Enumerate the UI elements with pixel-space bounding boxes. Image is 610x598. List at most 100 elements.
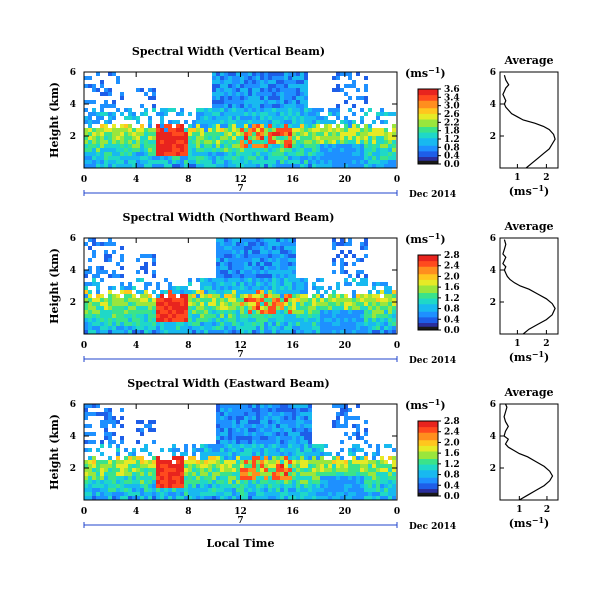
heatmap-cell: [200, 330, 204, 334]
heatmap-cell: [368, 492, 372, 496]
heatmap-cell: [344, 120, 348, 124]
heatmap-cell: [188, 492, 192, 496]
heatmap-cell: [280, 468, 284, 472]
heatmap-cell: [280, 428, 284, 432]
heatmap-cell: [320, 488, 324, 492]
heatmap-cell: [352, 492, 356, 496]
heatmap-cell: [304, 448, 308, 452]
heatmap-cell: [244, 128, 248, 132]
heatmap-cell: [272, 262, 276, 266]
heatmap-cell: [268, 330, 272, 334]
heatmap-cell: [88, 456, 92, 460]
heatmap-cell: [92, 310, 96, 314]
heatmap-cell: [176, 302, 180, 306]
heatmap-cell: [392, 330, 396, 334]
heatmap-cell: [332, 294, 336, 298]
heatmap-cell: [164, 156, 168, 160]
x-tick-label: 16: [286, 341, 299, 351]
heatmap-cell: [340, 492, 344, 496]
heatmap-cell: [216, 432, 220, 436]
heatmap-cell: [388, 148, 392, 152]
heatmap-cell: [112, 116, 116, 120]
heatmap-cell: [140, 128, 144, 132]
heatmap-cell: [188, 480, 192, 484]
heatmap-cell: [152, 258, 156, 262]
heatmap-cell: [316, 480, 320, 484]
heatmap-cell: [300, 432, 304, 436]
heatmap-cell: [252, 412, 256, 416]
heatmap-cell: [296, 432, 300, 436]
heatmap-cell: [272, 420, 276, 424]
heatmap-cell: [152, 306, 156, 310]
heatmap-cell: [344, 140, 348, 144]
heatmap-cell: [188, 302, 192, 306]
heatmap-cell: [240, 96, 244, 100]
colorbar-tick-label: 2.2: [444, 118, 460, 128]
heatmap-cell: [220, 164, 224, 168]
heatmap-cell: [236, 460, 240, 464]
heatmap-cell: [116, 330, 120, 334]
heatmap-cell: [208, 282, 212, 286]
heatmap-cell: [88, 120, 92, 124]
heatmap-cell: [348, 152, 352, 156]
heatmap-cell: [260, 242, 264, 246]
heatmap-cell: [268, 84, 272, 88]
heatmap-cell: [288, 464, 292, 468]
heatmap-cell: [268, 452, 272, 456]
colorbar-tick-label: 3.0: [444, 102, 460, 112]
colorbar-tick-label: 3.6: [444, 85, 460, 95]
heatmap-cell: [308, 452, 312, 456]
heatmap-cell: [284, 440, 288, 444]
heatmap-cell: [276, 128, 280, 132]
heatmap-cell: [360, 140, 364, 144]
heatmap-cell: [288, 116, 292, 120]
heatmap-cell: [168, 136, 172, 140]
heatmap-cell: [252, 496, 256, 500]
heatmap-cell: [308, 460, 312, 464]
heatmap-cell: [252, 80, 256, 84]
heatmap-cell: [384, 112, 388, 116]
heatmap-cell: [96, 468, 100, 472]
heatmap-cell: [184, 302, 188, 306]
heatmap-cell: [216, 148, 220, 152]
heatmap-cell: [336, 314, 340, 318]
heatmap-cell: [248, 306, 252, 310]
heatmap-cell: [220, 416, 224, 420]
heatmap-cell: [224, 246, 228, 250]
heatmap-cell: [124, 144, 128, 148]
heatmap-cell: [312, 492, 316, 496]
heatmap-cell: [272, 160, 276, 164]
heatmap-cell: [360, 448, 364, 452]
heatmap-cell: [352, 496, 356, 500]
heatmap-cell: [236, 330, 240, 334]
heatmap-cell: [332, 132, 336, 136]
heatmap-cell: [240, 412, 244, 416]
heatmap-cell: [376, 322, 380, 326]
heatmap-cell: [336, 294, 340, 298]
heatmap-cell: [232, 464, 236, 468]
heatmap-cell: [84, 412, 88, 416]
heatmap-cell: [352, 254, 356, 258]
heatmap-cell: [168, 144, 172, 148]
heatmap-cell: [284, 274, 288, 278]
heatmap-cell: [84, 152, 88, 156]
heatmap-cell: [308, 428, 312, 432]
heatmap-cell: [304, 164, 308, 168]
profile-x-tick-label: 1: [514, 339, 520, 349]
heatmap-cell: [180, 460, 184, 464]
heatmap-cell: [184, 298, 188, 302]
heatmap-cell: [380, 164, 384, 168]
heatmap-cell: [284, 84, 288, 88]
heatmap-cell: [160, 152, 164, 156]
heatmap-cell: [188, 318, 192, 322]
heatmap-cell: [352, 104, 356, 108]
heatmap-cell: [344, 152, 348, 156]
heatmap-cell: [336, 456, 340, 460]
heatmap-cell: [364, 124, 368, 128]
heatmap-cell: [236, 310, 240, 314]
heatmap-cell: [232, 456, 236, 460]
heatmap-cell: [184, 314, 188, 318]
heatmap-cell: [220, 488, 224, 492]
heatmap-cell: [132, 156, 136, 160]
heatmap-cell: [260, 330, 264, 334]
